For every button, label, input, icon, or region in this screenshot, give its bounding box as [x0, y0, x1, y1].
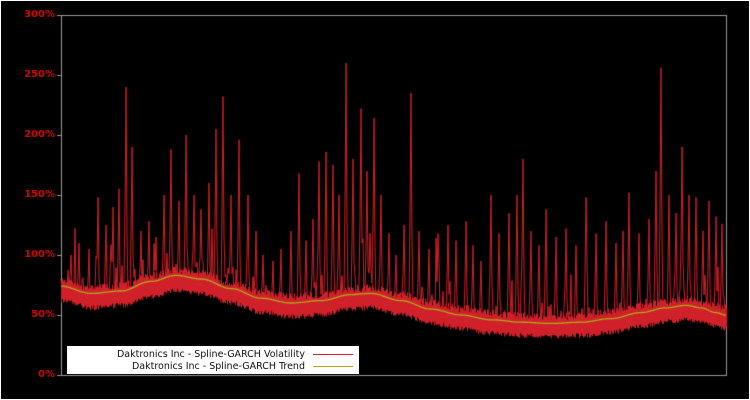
y-tick-label: 100%	[24, 249, 55, 260]
legend-item-volatility: Daktronics Inc - Spline-GARCH Volatility	[73, 348, 353, 360]
y-tick-label: 50%	[31, 309, 55, 320]
legend: Daktronics Inc - Spline-GARCH Volatility…	[67, 346, 359, 374]
legend-line-volatility	[313, 353, 353, 355]
y-tick-label: 200%	[24, 129, 55, 140]
y-axis-labels: 0% 50% 100% 150% 200% 250% 300%	[1, 1, 55, 399]
y-tick-label: 0%	[38, 369, 55, 380]
legend-item-trend: Daktronics Inc - Spline-GARCH Trend	[73, 360, 353, 372]
y-tick-label: 250%	[24, 69, 55, 80]
y-tick-label: 150%	[24, 189, 55, 200]
y-tick-label: 300%	[24, 9, 55, 20]
legend-line-trend	[313, 365, 353, 367]
legend-label-trend: Daktronics Inc - Spline-GARCH Trend	[131, 360, 305, 372]
legend-label-volatility: Daktronics Inc - Spline-GARCH Volatility	[116, 348, 305, 360]
